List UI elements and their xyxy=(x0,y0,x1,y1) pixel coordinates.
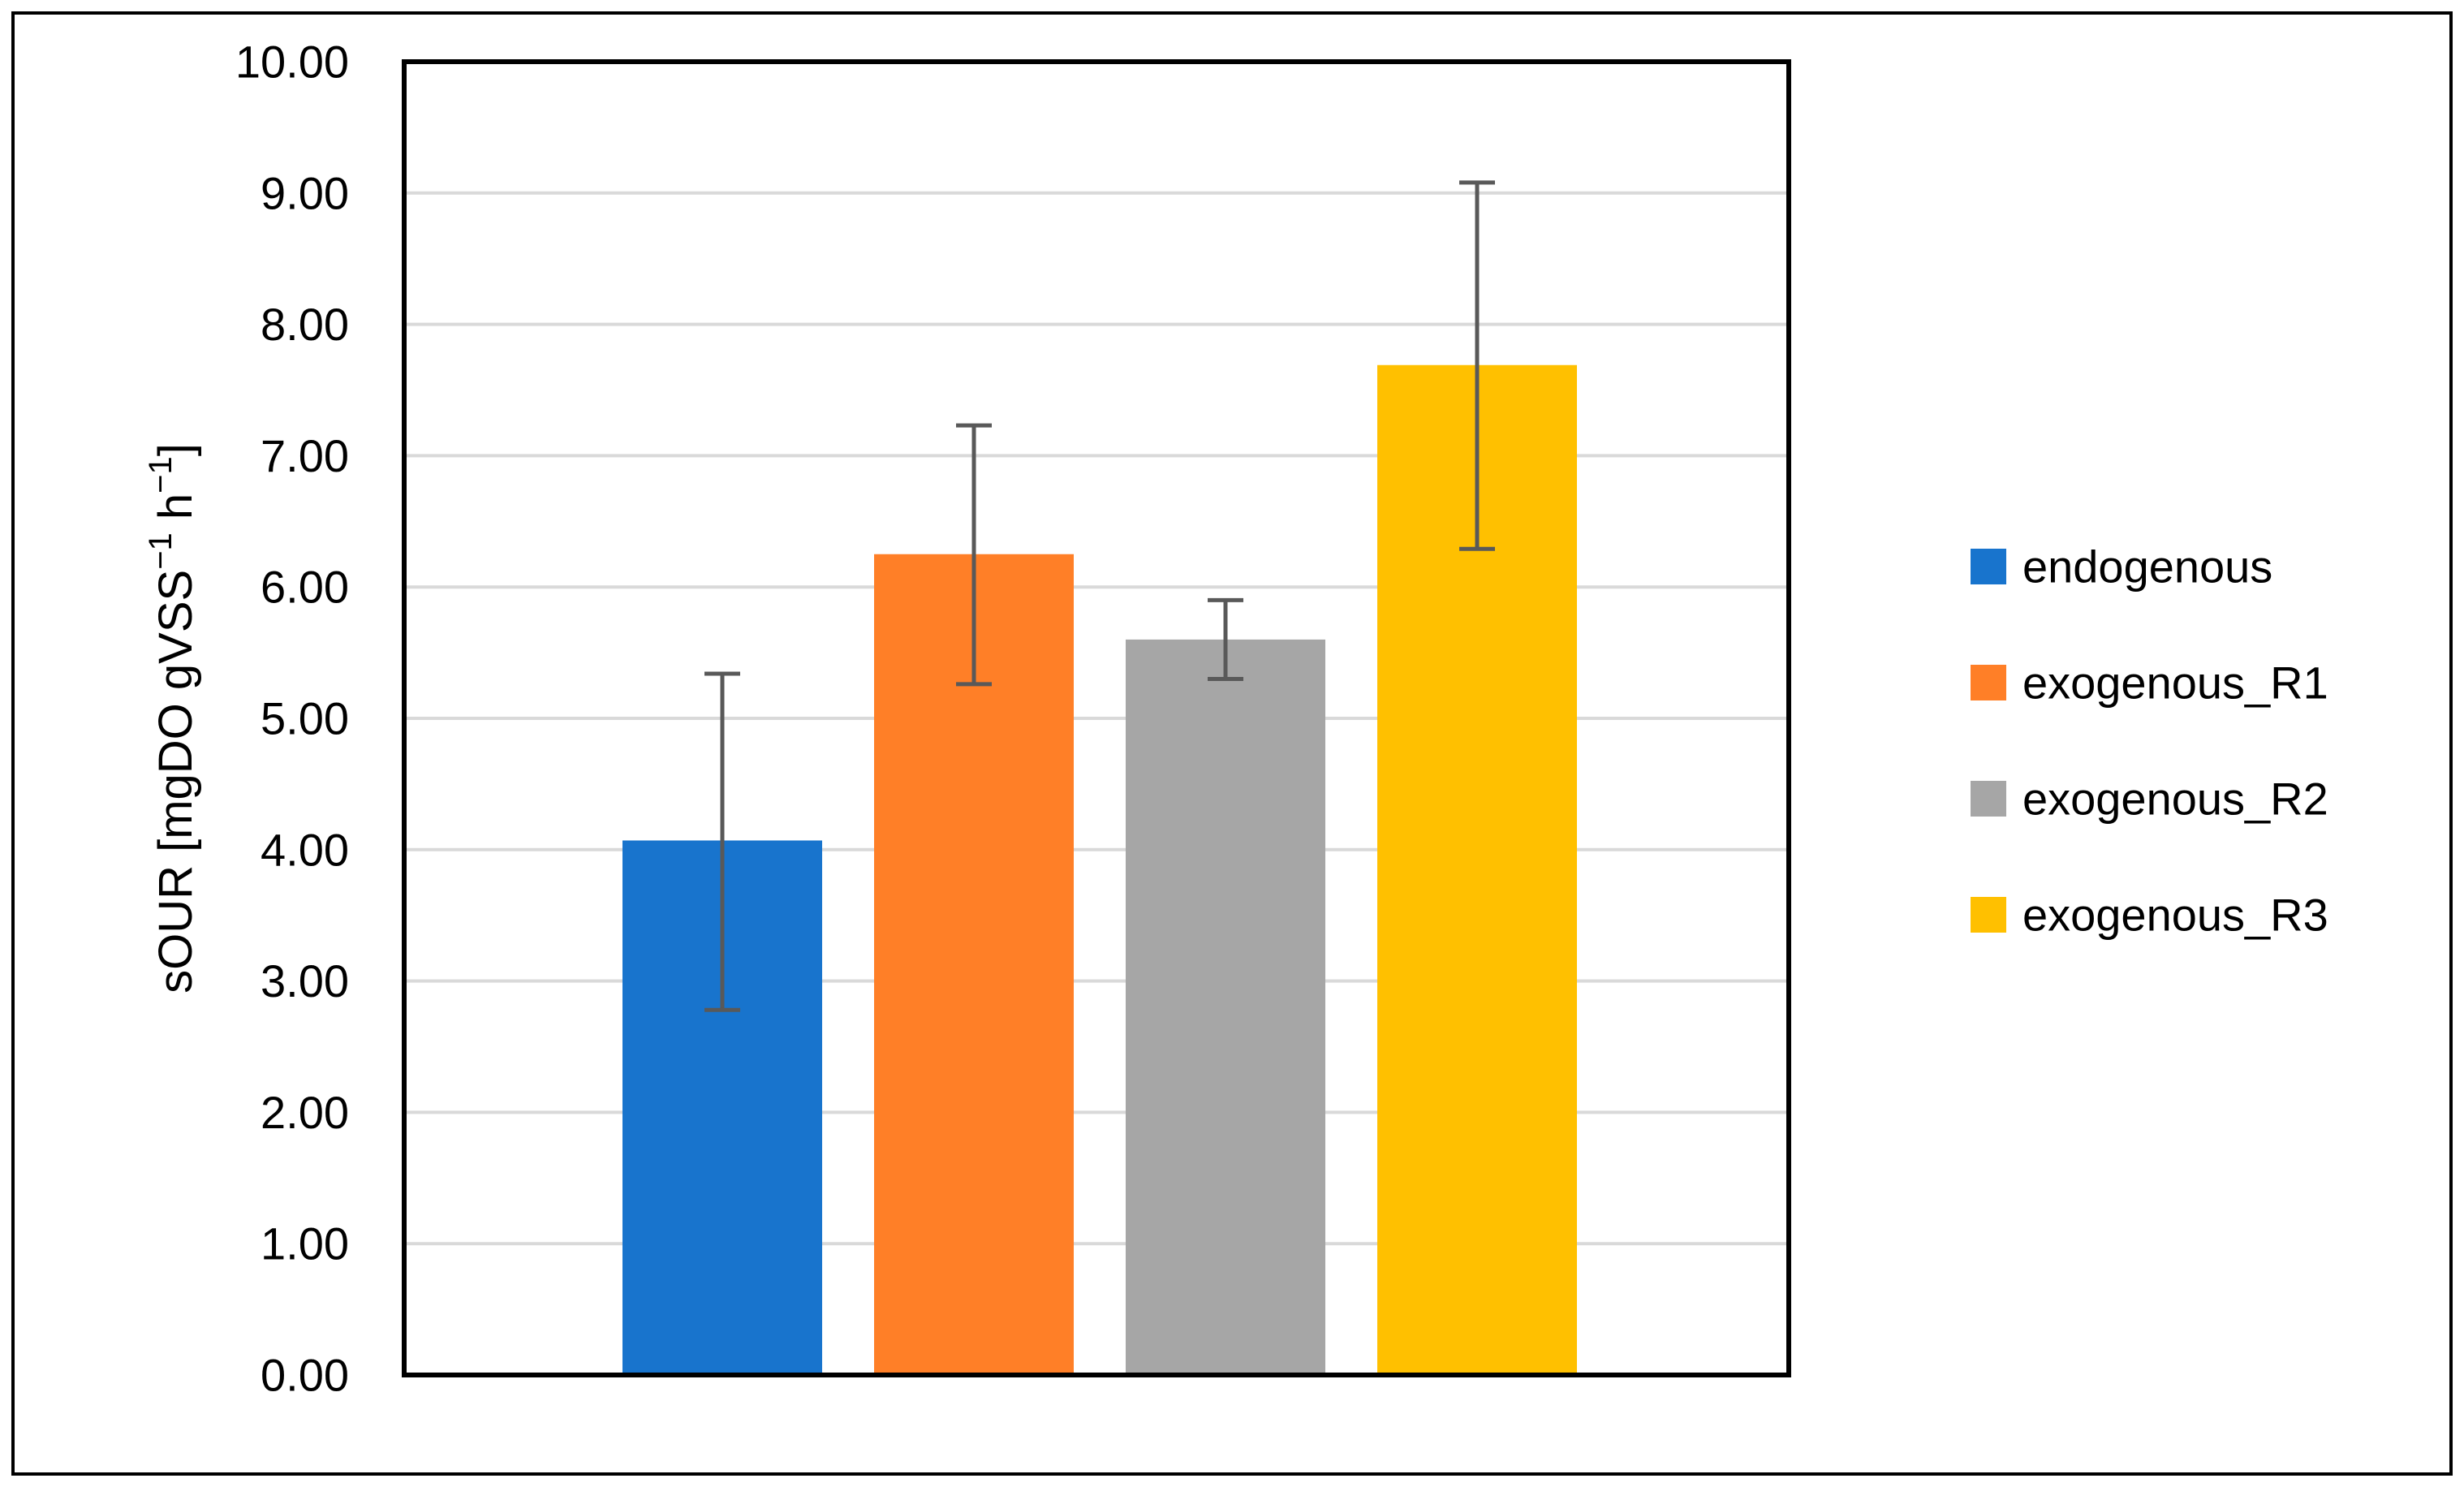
legend-swatch xyxy=(1971,549,2006,584)
y-axis-title: sOUR [mgDO gVSS−1 h−1] xyxy=(143,443,202,993)
y-tick-label: 2.00 xyxy=(261,1087,349,1138)
y-tick-label: 4.00 xyxy=(261,824,349,875)
legend-label: exogenous_R3 xyxy=(2022,890,2328,941)
y-tick-label: 8.00 xyxy=(261,299,349,350)
y-tick-label: 7.00 xyxy=(261,430,349,481)
y-tick-label: 5.00 xyxy=(261,693,349,744)
error-bars xyxy=(704,180,1495,1012)
bar-exogenous_R1 xyxy=(874,554,1074,1375)
y-axis-title-suffix: ] xyxy=(149,443,202,456)
y-tick-label: 0.00 xyxy=(261,1350,349,1401)
y-axis-tick-labels: 0.00 1.00 2.00 3.00 4.00 5.00 6.00 7.00 8.00 9.00… xyxy=(235,37,349,1401)
y-tick-label: 10.00 xyxy=(235,37,349,88)
y-axis-title-prefix: sOUR [mgDO gVSS xyxy=(149,570,202,993)
y-axis-title-sup1: −1 xyxy=(143,532,179,570)
legend-label: exogenous_R1 xyxy=(2022,657,2328,709)
legend-label: exogenous_R2 xyxy=(2022,774,2328,825)
legend-label: endogenous xyxy=(2022,541,2272,593)
legend-swatch xyxy=(1971,781,2006,817)
y-tick-label: 9.00 xyxy=(261,167,349,218)
bars xyxy=(622,364,1577,1375)
legend-swatch xyxy=(1971,665,2006,700)
y-tick-label: 6.00 xyxy=(261,562,349,613)
legend: endogenous exogenous_R1 exogenous_R2exogen… xyxy=(1971,541,2328,941)
y-tick-label: 1.00 xyxy=(261,1218,349,1269)
y-axis-title-sup2: −1 xyxy=(143,456,179,494)
y-axis-title-middle: h xyxy=(149,494,202,532)
y-tick-label: 3.00 xyxy=(261,955,349,1006)
bar-exogenous_R2 xyxy=(1126,639,1325,1375)
legend-swatch xyxy=(1971,897,2006,933)
plot-area-frame xyxy=(402,59,1791,1377)
